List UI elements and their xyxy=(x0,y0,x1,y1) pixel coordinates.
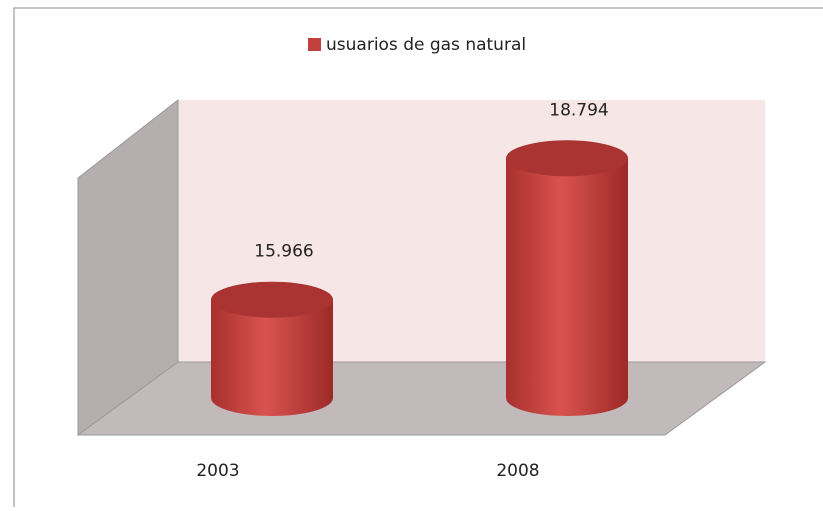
cylinder xyxy=(211,281,333,416)
cylinder-top xyxy=(211,281,333,318)
floor xyxy=(76,361,767,436)
cylinder-body xyxy=(506,158,628,417)
data-label: 18.794 xyxy=(549,100,608,120)
legend-swatch xyxy=(308,38,321,51)
cylinder xyxy=(506,140,628,417)
cylinder-body xyxy=(211,299,333,416)
x-tick-label: 2003 xyxy=(196,461,239,481)
legend-label: usuarios de gas natural xyxy=(326,35,526,55)
data-label: 15.966 xyxy=(254,242,313,262)
cylinder-top xyxy=(506,140,628,177)
x-tick-label: 2008 xyxy=(496,461,539,481)
